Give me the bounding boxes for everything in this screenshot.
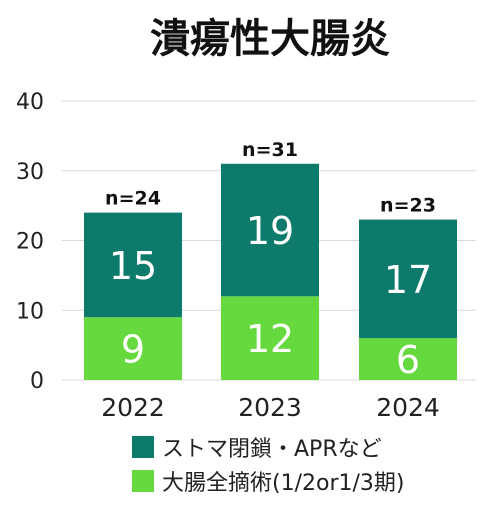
bar-value-label: 19 [246, 209, 294, 253]
legend-label: ストマ閉鎖・APRなど [162, 437, 382, 462]
y-tick-label: 20 [16, 230, 44, 255]
bars: 9 15 n=24 12 19 n=31 6 17 n=23 [84, 139, 457, 382]
y-axis-ticks: 0 10 20 30 40 [16, 90, 44, 394]
legend-label: 大腸全摘術(1/2or1/3期) [162, 471, 404, 496]
bar-value-label: 17 [384, 258, 432, 302]
bar-segment [221, 163, 319, 297]
bar-total-label: n=31 [242, 139, 298, 161]
y-tick-label: 10 [16, 299, 44, 324]
y-tick-label: 0 [30, 369, 44, 394]
bar-total-label: n=23 [380, 195, 436, 217]
legend-swatch [132, 470, 154, 492]
bar-value-label: 15 [109, 244, 157, 288]
bar-segment [359, 338, 457, 380]
y-tick-label: 30 [16, 160, 44, 185]
x-tick-label: 2023 [238, 393, 302, 422]
bar-value-label: 12 [246, 317, 294, 361]
bar-segment [84, 317, 182, 380]
x-tick-label: 2024 [376, 393, 440, 422]
bar-value-label: 6 [396, 338, 420, 382]
bar-segment [221, 296, 319, 380]
x-axis-labels: 2022 2023 2024 [101, 393, 440, 422]
bar-total-label: n=24 [105, 188, 161, 210]
chart-title: 潰瘍性大腸炎 [150, 16, 390, 62]
legend-swatch [132, 436, 154, 458]
bar-segment [84, 212, 182, 318]
y-tick-label: 40 [16, 90, 44, 115]
x-tick-label: 2022 [101, 393, 165, 422]
bar-value-label: 9 [121, 328, 145, 372]
bar-segment [359, 219, 457, 339]
